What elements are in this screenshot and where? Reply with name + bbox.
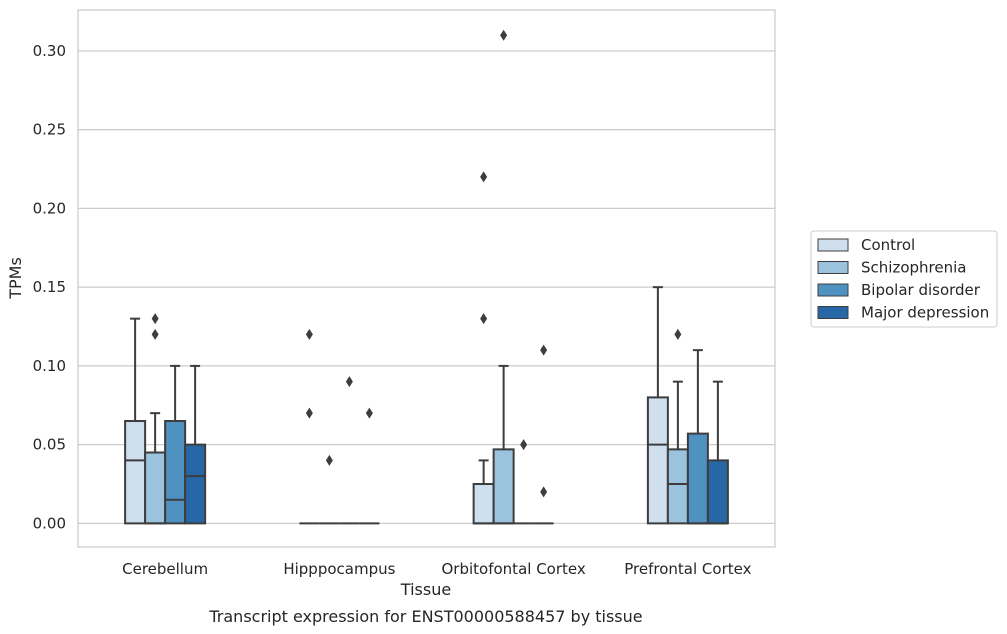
legend-swatch	[817, 261, 849, 274]
outlier-point	[480, 171, 488, 183]
x-tick-label: Hipppocampus	[283, 560, 395, 578]
box-plot	[319, 454, 340, 525]
box	[646, 396, 669, 525]
y-tick-label: 0.25	[33, 121, 66, 139]
y-axis-ticks: 0.00 0.05 0.10 0.15 0.20 0.25 0.30	[33, 42, 66, 532]
legend-label: Major depression	[861, 304, 989, 322]
legend-label: Control	[861, 236, 915, 254]
x-tick-label: Orbitofontal Cortex	[442, 560, 586, 578]
outlier-point	[520, 439, 528, 451]
box-plot	[472, 171, 495, 525]
chart-caption: Transcript expression for ENST0000058845…	[208, 607, 642, 626]
y-tick-label: 0.00	[33, 514, 66, 532]
plot-area	[77, 9, 776, 548]
outlier-point	[365, 407, 373, 419]
outlier-point	[305, 407, 313, 419]
box-plot	[124, 317, 147, 525]
box	[124, 420, 147, 525]
box-plot	[686, 349, 709, 525]
box-plot	[299, 328, 320, 525]
x-tick-label: Cerebellum	[122, 560, 208, 578]
y-tick-label: 0.30	[33, 42, 66, 60]
box	[686, 432, 709, 525]
outlier-point	[325, 454, 333, 466]
box-plot	[666, 328, 689, 525]
x-axis-label: Tissue	[400, 580, 451, 599]
y-tick-label: 0.10	[33, 357, 66, 375]
box-plot	[533, 344, 554, 525]
y-tick-label: 0.20	[33, 199, 66, 217]
box-plot	[164, 364, 187, 525]
box-plot	[184, 364, 207, 525]
outlier-point	[540, 486, 548, 498]
box	[706, 459, 729, 525]
box-plot	[706, 380, 729, 525]
x-tick-label: Prefrontal Cortex	[624, 560, 751, 578]
box-plot	[359, 407, 380, 525]
legend-swatch	[817, 283, 849, 297]
box	[144, 451, 167, 525]
legend: Control Schizophrenia Bipolar disorder Majo…	[810, 230, 998, 328]
y-tick-label: 0.15	[33, 278, 66, 296]
box-plots	[124, 29, 729, 525]
box-plot	[144, 313, 167, 525]
y-tick-label: 0.05	[33, 436, 66, 454]
box-plot	[646, 286, 669, 525]
legend-frame	[810, 230, 998, 328]
box-plot	[492, 29, 515, 525]
x-axis-ticks: Cerebellum Hipppocampus Orbitofontal Corte…	[122, 560, 751, 578]
box	[164, 420, 187, 525]
box	[666, 448, 689, 525]
box	[492, 448, 515, 525]
outlier-point	[500, 29, 508, 41]
outlier-point	[540, 344, 548, 356]
box-plot	[513, 439, 534, 525]
box	[472, 483, 495, 525]
outlier-point	[480, 313, 488, 325]
legend-swatch	[817, 238, 849, 252]
outlier-point	[151, 328, 159, 340]
box	[184, 443, 207, 525]
box-plot	[339, 376, 360, 525]
outlier-point	[305, 328, 313, 340]
outlier-point	[151, 313, 159, 325]
outlier-point	[345, 376, 353, 388]
legend-label: Bipolar disorder	[861, 281, 981, 299]
legend-swatch	[817, 306, 849, 319]
legend-label: Schizophrenia	[861, 259, 966, 277]
outlier-point	[674, 328, 682, 340]
y-axis-label: TPMs	[6, 257, 25, 300]
